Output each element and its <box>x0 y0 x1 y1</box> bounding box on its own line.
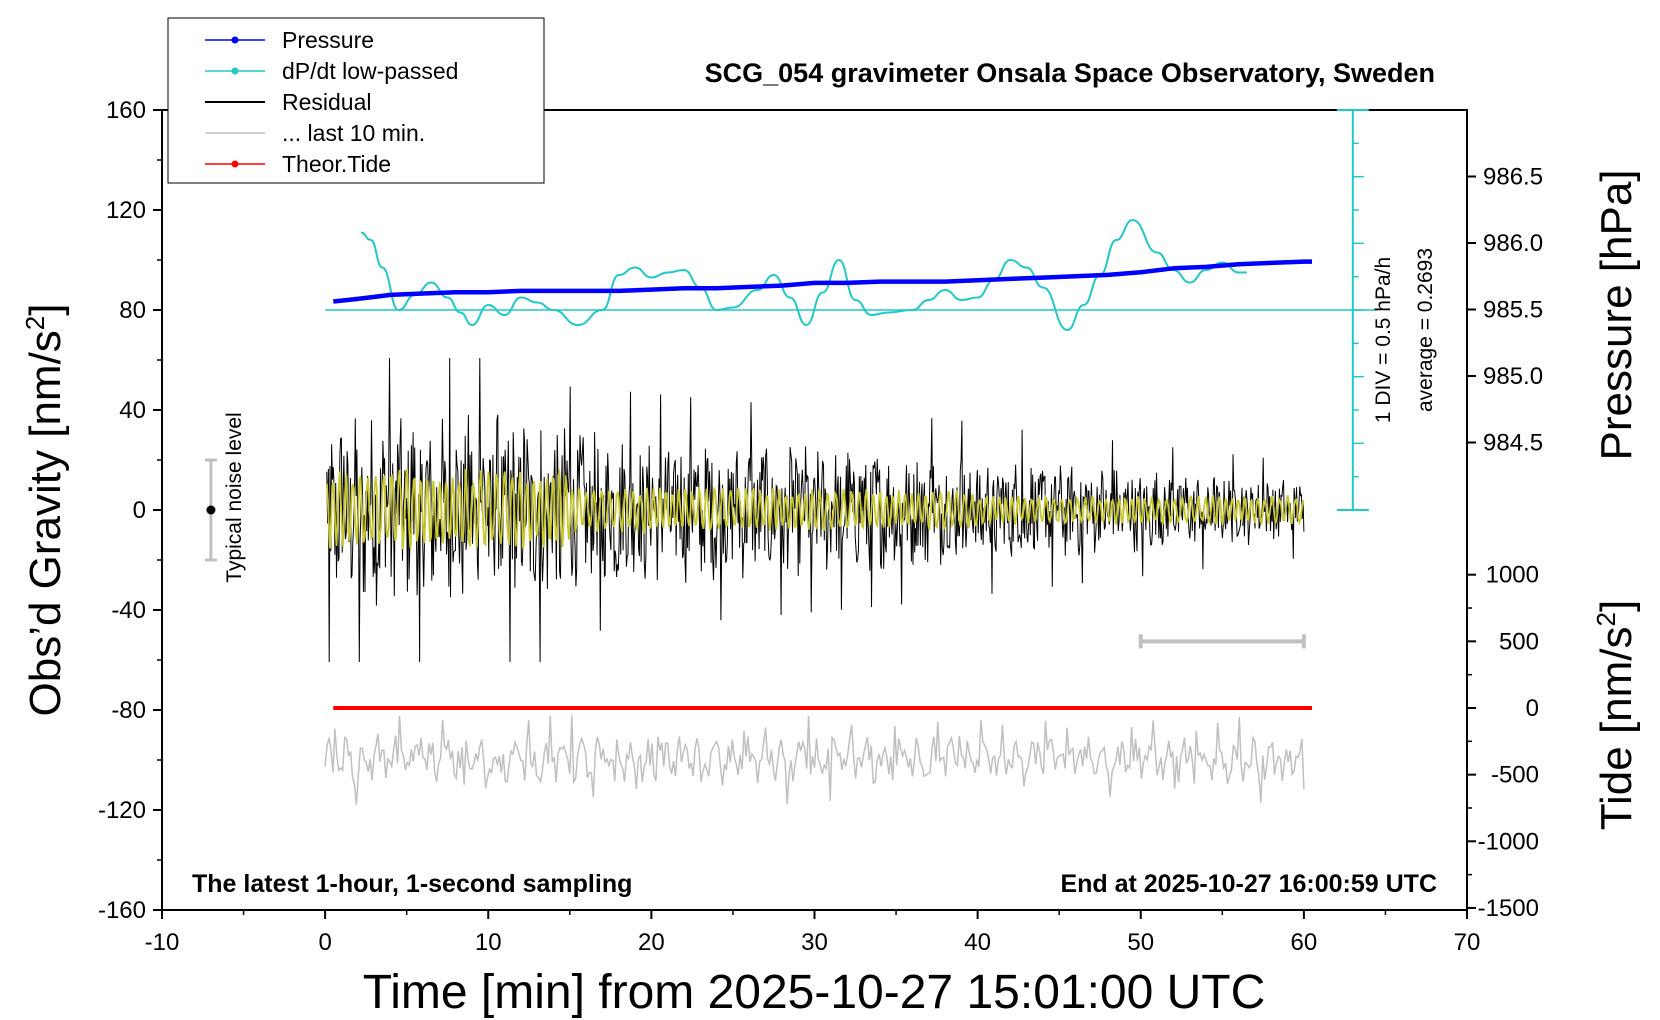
x-tick-label: 70 <box>1454 929 1481 956</box>
y-axis-left-label-main: Obs’d Gravity [nm/s <box>21 330 70 716</box>
y-tick-label: 160 <box>106 97 146 124</box>
tide-tick-label: 1000 <box>1486 562 1539 589</box>
pressure-tick-label: 986.0 <box>1483 230 1543 257</box>
y-tick-label: 80 <box>119 297 146 324</box>
y-tick-label: 0 <box>133 497 146 524</box>
y-tick-label: -160 <box>98 897 146 924</box>
pressure-tick-label: 984.5 <box>1483 430 1543 457</box>
tide-axis-label-sup: 2 <box>1591 612 1621 626</box>
x-axis-ticks: -10 0 10 20 30 40 50 60 70 <box>145 910 1481 956</box>
y-axis-left-ticks: -160 -120 -80 -40 0 40 80 120 160 <box>98 97 162 924</box>
x-tick-label: 20 <box>638 929 665 956</box>
tide-axis-ticks: -1500 -1000 -500 0 500 1000 <box>1467 562 1539 922</box>
average-annotation: average = 0.2693 <box>1414 248 1437 412</box>
residual-line <box>326 357 1305 663</box>
pressure-tick-label: 985.5 <box>1483 297 1543 324</box>
series-layer <box>324 218 1313 805</box>
dpdt-div-axis <box>325 109 1378 511</box>
noise-level-label: Typical noise level <box>223 412 246 582</box>
x-tick-label: 0 <box>318 929 331 956</box>
noise-level-bar <box>204 458 217 562</box>
x-axis-label: Time [min] from 2025-10-27 15:01:00 UTC <box>363 966 1266 1019</box>
legend-label: Theor.Tide <box>282 151 391 177</box>
annotation-bottom-left: The latest 1-hour, 1-second sampling <box>192 870 632 898</box>
tide-tick-label: 0 <box>1526 695 1539 722</box>
tide-axis-label: Tide [nm/s2] <box>1591 600 1641 830</box>
div-annotation: 1 DIV = 0.5 hPa/h <box>1372 257 1395 423</box>
x-tick-label: 10 <box>475 929 502 956</box>
tide-tick-label: 500 <box>1499 628 1539 655</box>
legend-label: dP/dt low-passed <box>282 58 458 84</box>
y-axis-left-label-end: ] <box>21 303 70 315</box>
pressure-axis-ticks: 984.5 985.0 985.5 986.0 986.5 <box>1467 164 1543 457</box>
y-tick-label: 40 <box>119 397 146 424</box>
x-tick-label: -10 <box>145 929 180 956</box>
x-tick-label: 30 <box>801 929 828 956</box>
y-tick-label: 120 <box>106 197 146 224</box>
pressure-tick-label: 985.0 <box>1483 363 1543 390</box>
legend-label: ... last 10 min. <box>282 120 425 146</box>
last10-line <box>324 715 1305 805</box>
y-tick-label: -80 <box>111 697 146 724</box>
tide-tick-label: -1000 <box>1478 828 1539 855</box>
x-tick-label: 50 <box>1127 929 1154 956</box>
y-tick-label: -40 <box>111 597 146 624</box>
residual-filtered-line <box>325 468 1305 550</box>
x-tick-label: 40 <box>964 929 991 956</box>
y-tick-label: -120 <box>98 797 146 824</box>
legend-marker <box>231 36 239 44</box>
tide-axis-label-end: ] <box>1592 600 1641 612</box>
legend: Pressure dP/dt low-passed Residual ... last… <box>167 17 545 184</box>
pressure-axis-label: Pressure [hPa] <box>1592 169 1641 460</box>
legend-label: Residual <box>282 89 372 115</box>
tide-tick-label: -500 <box>1491 762 1539 789</box>
y-axis-left-label-sup: 2 <box>20 316 50 330</box>
chart-title: SCG_054 gravimeter Onsala Space Observat… <box>705 58 1435 88</box>
last10-range-bar <box>1138 634 1306 649</box>
tide-axis-label-main: Tide [nm/s <box>1592 626 1641 830</box>
legend-marker <box>231 67 239 75</box>
x-tick-label: 60 <box>1291 929 1318 956</box>
legend-box <box>167 17 545 184</box>
pressure-line <box>333 259 1312 304</box>
legend-marker <box>231 160 239 168</box>
tide-tick-label: -1500 <box>1478 895 1539 922</box>
legend-label: Pressure <box>282 27 374 53</box>
y-axis-left-label: Obs’d Gravity [nm/s2] <box>20 303 70 716</box>
pressure-tick-label: 986.5 <box>1483 164 1543 191</box>
annotation-bottom-right: End at 2025-10-27 16:00:59 UTC <box>1060 870 1437 898</box>
